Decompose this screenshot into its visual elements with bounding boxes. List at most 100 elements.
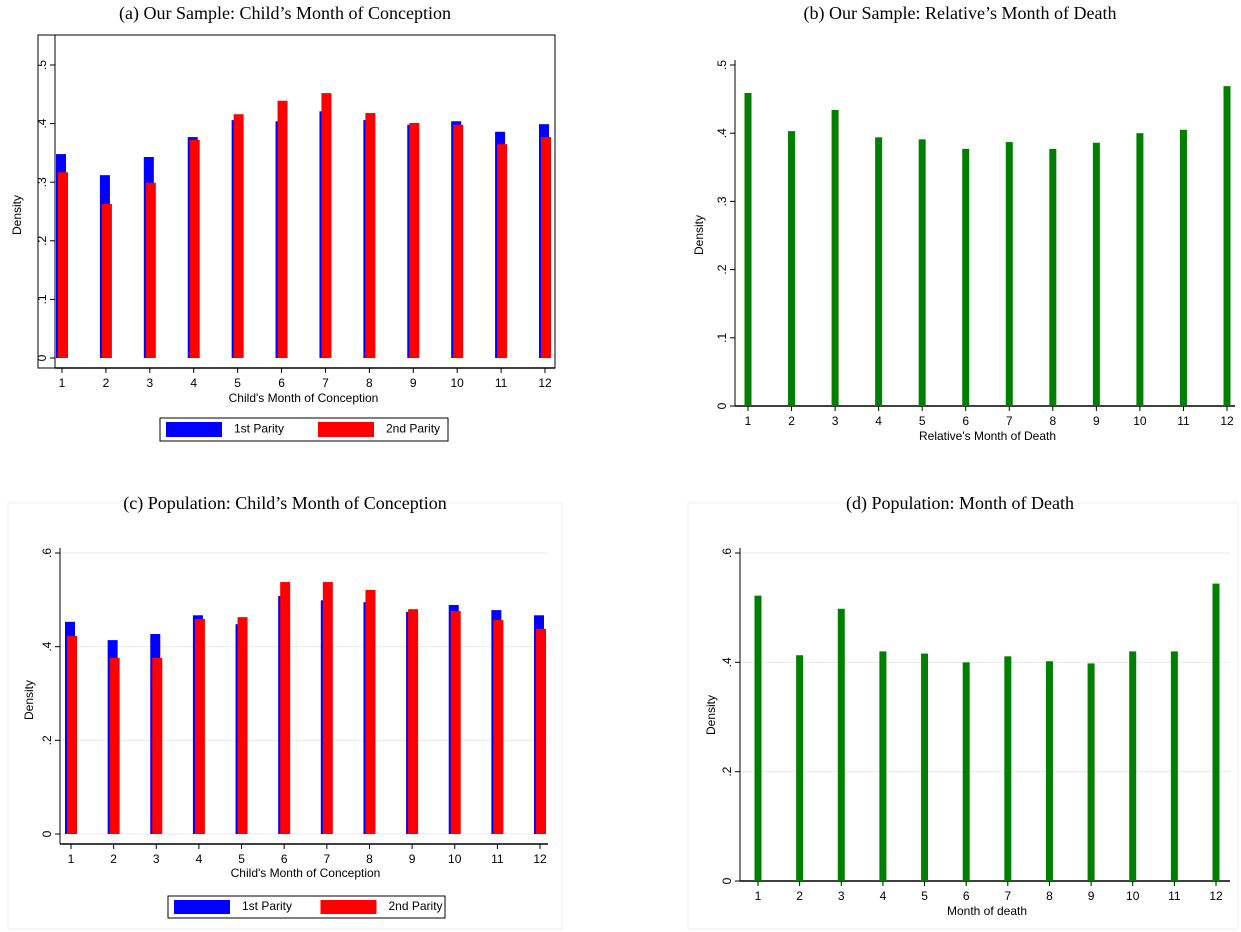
bar — [1005, 142, 1013, 407]
bar — [1045, 661, 1053, 881]
x-tick-label: 11 — [491, 852, 504, 866]
bar — [109, 657, 120, 834]
x-tick-label: 9 — [409, 852, 416, 866]
x-tick-label: 12 — [1220, 414, 1234, 428]
x-tick-label: 10 — [1133, 414, 1147, 428]
y-tick-label: 0 — [35, 354, 49, 361]
x-tick-label: 11 — [495, 376, 508, 390]
y-tick-label: .1 — [35, 294, 49, 304]
bar — [450, 611, 461, 834]
x-tick-label: 10 — [448, 852, 462, 866]
plot-frame — [37, 34, 556, 369]
x-tick-label: 5 — [921, 889, 928, 903]
bar — [536, 628, 546, 834]
x-tick-label: 1 — [59, 376, 66, 390]
bar — [541, 137, 551, 358]
bar — [788, 131, 796, 407]
bar — [744, 92, 752, 406]
x-tick-label: 5 — [238, 852, 245, 866]
bar — [67, 635, 77, 834]
x-tick-label: 5 — [234, 376, 241, 390]
bar — [921, 653, 929, 881]
y-axis-label: Density — [704, 695, 718, 735]
chart-title: (a) Our Sample: Child’s Month of Concept… — [119, 3, 451, 24]
x-tick-label: 9 — [1088, 889, 1095, 903]
y-tick-label: .4 — [720, 657, 734, 667]
y-tick-label: 0 — [40, 830, 54, 837]
bar — [831, 110, 839, 407]
x-tick-label: 3 — [838, 889, 845, 903]
bar — [837, 608, 845, 881]
bar — [409, 123, 420, 358]
y-tick-label: .2 — [715, 264, 729, 274]
bar — [1136, 133, 1144, 406]
y-tick-label: .6 — [720, 548, 734, 558]
y-tick-label: .5 — [35, 60, 49, 70]
bar — [280, 582, 291, 834]
y-tick-label: .4 — [715, 128, 729, 138]
bar — [58, 172, 68, 358]
x-tick-label: 3 — [832, 414, 839, 428]
x-tick-label: 6 — [962, 414, 969, 428]
bar — [194, 619, 205, 834]
x-tick-label: 8 — [366, 376, 373, 390]
legend-swatch — [320, 900, 377, 914]
x-tick-label: 8 — [1046, 889, 1053, 903]
bar — [152, 657, 163, 834]
bar — [277, 100, 288, 358]
legend-label: 1st Parity — [234, 422, 284, 436]
x-tick-label: 7 — [1006, 414, 1013, 428]
x-axis-label: Relative's Month of Death — [919, 429, 1056, 443]
y-axis-label: Density — [10, 195, 24, 235]
y-tick-label: .5 — [715, 60, 729, 70]
bar — [879, 651, 887, 881]
bar — [1179, 129, 1187, 407]
legend-label: 2nd Parity — [386, 422, 440, 436]
y-tick-label: .1 — [715, 332, 729, 342]
x-tick-label: 2 — [788, 414, 795, 428]
bar — [322, 582, 333, 834]
bar — [962, 662, 970, 881]
bar — [962, 148, 970, 407]
chart-title: (c) Population: Child’s Month of Concept… — [123, 493, 446, 514]
x-tick-label: 6 — [278, 376, 285, 390]
x-tick-label: 12 — [538, 376, 552, 390]
chart-title: (b) Our Sample: Relative’s Month of Deat… — [804, 3, 1117, 24]
bar — [453, 124, 464, 358]
bar — [1212, 583, 1220, 881]
legend-box — [159, 417, 449, 442]
legend-label: 2nd Parity — [389, 899, 443, 913]
chart-title: (d) Population: Month of Death — [846, 493, 1074, 514]
bar — [365, 589, 376, 834]
y-tick-label: .2 — [35, 235, 49, 245]
y-tick-label: 0 — [720, 877, 734, 884]
legend-swatch — [166, 422, 222, 437]
bar — [1129, 651, 1137, 881]
x-tick-label: 4 — [875, 414, 882, 428]
x-tick-label: 9 — [1093, 414, 1100, 428]
x-tick-label: 9 — [410, 376, 417, 390]
y-tick-label: .3 — [35, 177, 49, 187]
x-tick-label: 3 — [153, 852, 160, 866]
x-axis-label: Child's Month of Conception — [229, 391, 379, 405]
x-tick-label: 8 — [1049, 414, 1056, 428]
bar — [875, 137, 883, 407]
bar — [189, 140, 200, 358]
panel-frame — [687, 502, 1239, 930]
bar — [1004, 656, 1012, 881]
x-tick-label: 1 — [745, 414, 752, 428]
bar — [493, 619, 504, 834]
x-tick-label: 4 — [880, 889, 887, 903]
bar — [365, 113, 376, 358]
bar — [233, 114, 244, 358]
bar — [101, 203, 112, 358]
bar — [918, 139, 926, 406]
bar — [796, 655, 804, 881]
x-tick-label: 12 — [533, 852, 547, 866]
x-axis-label: Child's Month of Conception — [231, 866, 381, 880]
x-tick-label: 7 — [322, 376, 329, 390]
x-tick-label: 6 — [963, 889, 970, 903]
y-tick-label: .3 — [715, 196, 729, 206]
